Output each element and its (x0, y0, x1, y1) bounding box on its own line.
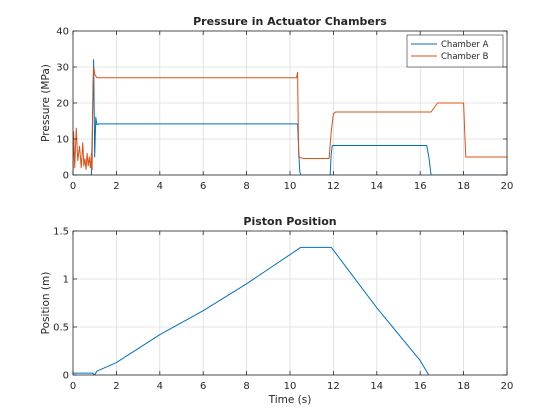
legend: Chamber A Chamber B (406, 34, 504, 68)
legend-box (406, 34, 504, 68)
x-tick-label: 12 (327, 381, 340, 392)
x-tick-label: 16 (414, 181, 427, 192)
x-tick-label: 12 (327, 181, 340, 192)
x-tick-label: 18 (457, 381, 470, 392)
pressure-axes: 0 2 4 6 8 10 12 14 16 18 20 0 10 20 30 40 Pressure in Ac… (40, 15, 513, 192)
x-tick-label: 10 (284, 381, 297, 392)
x-tick-label: 0 (70, 181, 76, 192)
y-tick-label: 20 (56, 99, 69, 110)
y-tick-label: 1.5 (53, 227, 69, 238)
series-line-chamber-b (73, 66, 507, 175)
chart-title: Piston Position (243, 215, 336, 228)
y-axis-label: Pressure (MPa) (40, 64, 52, 142)
y-axis-label: Position (m) (40, 272, 52, 335)
x-tick-label: 2 (113, 181, 119, 192)
legend-label: Chamber A (441, 40, 489, 50)
y-tick-label: 1 (63, 275, 69, 286)
x-tick-label: 6 (200, 381, 206, 392)
series-line-0 (73, 246, 465, 375)
legend-label: Chamber B (441, 52, 489, 62)
x-tick-label: 20 (501, 181, 514, 192)
x-tick-label: 20 (501, 381, 514, 392)
x-tick-label: 4 (157, 381, 163, 392)
x-tick-label: 16 (414, 381, 427, 392)
x-tick-label: 6 (200, 181, 206, 192)
y-tick-label: 0 (63, 371, 69, 382)
y-tick-label: 40 (56, 27, 69, 38)
x-tick-label: 10 (284, 181, 297, 192)
x-tick-label: 18 (457, 181, 470, 192)
x-axis-label: Time (s) (268, 394, 312, 406)
y-tick-label: 0 (63, 171, 69, 182)
x-tick-label: 4 (157, 181, 163, 192)
y-tick-label: 10 (56, 135, 69, 146)
position-axes: 0 2 4 6 8 10 12 14 16 18 20 0 0.5 1 1.5 Piston Position… (40, 215, 513, 406)
y-tick-label: 30 (56, 63, 69, 74)
x-tick-label: 2 (113, 381, 119, 392)
x-tick-label: 14 (370, 181, 383, 192)
x-tick-label: 8 (243, 181, 249, 192)
x-tick-label: 0 (70, 381, 76, 392)
y-tick-label: 0.5 (53, 323, 69, 334)
chart-title: Pressure in Actuator Chambers (193, 15, 387, 28)
x-tick-label: 14 (370, 381, 383, 392)
x-tick-label: 8 (243, 381, 249, 392)
